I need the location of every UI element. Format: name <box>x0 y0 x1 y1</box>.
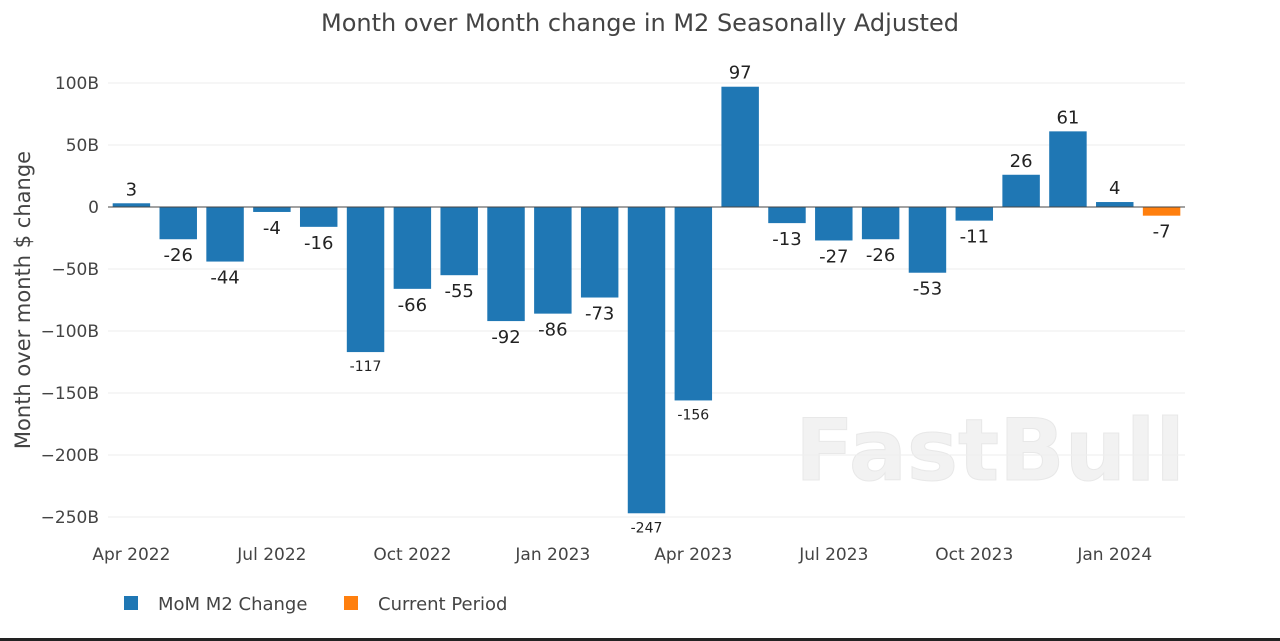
data-label: -156 <box>677 407 709 423</box>
legend-label: Current Period <box>378 594 507 615</box>
data-label: -27 <box>819 246 848 267</box>
data-label: -16 <box>304 233 333 254</box>
bar-jul-2023 <box>815 207 853 241</box>
bar-sep-2022 <box>346 207 385 353</box>
y-tick-label: 50B <box>66 136 99 156</box>
bar-may-2022 <box>159 207 197 240</box>
bar-jun-2023 <box>768 207 806 224</box>
chart-title: Month over Month change in M2 Seasonally… <box>321 9 959 37</box>
data-label: 97 <box>729 63 752 84</box>
x-tick-label: Apr 2022 <box>92 545 170 565</box>
data-label: 26 <box>1010 151 1033 172</box>
x-tick-label: Jul 2022 <box>236 545 306 565</box>
bar-feb-2024 <box>1142 207 1181 216</box>
x-tick-label: Oct 2022 <box>373 545 451 565</box>
data-label: -55 <box>444 281 473 302</box>
y-tick-label: 100B <box>55 74 99 94</box>
data-label: -66 <box>398 295 427 316</box>
data-label: -117 <box>350 359 382 375</box>
bar-apr-2022 <box>112 203 151 207</box>
y-tick-label: −250B <box>41 508 99 528</box>
y-tick-label: 0 <box>88 198 99 218</box>
x-tick-label: Jan 2023 <box>514 545 590 565</box>
bar-aug-2022 <box>299 207 338 227</box>
bar-sep-2023 <box>908 207 947 273</box>
data-label: -92 <box>491 327 520 348</box>
data-label: -26 <box>866 245 895 266</box>
bar-dec-2023 <box>1049 131 1087 207</box>
data-label: -44 <box>210 268 239 289</box>
y-tick-label: −50B <box>51 260 99 280</box>
bar-may-2023 <box>721 86 759 207</box>
bar-jan-2023 <box>534 207 572 314</box>
data-label: -26 <box>164 245 193 266</box>
data-label: 61 <box>1056 107 1079 128</box>
legend-label: MoM M2 Change <box>158 594 307 615</box>
legend-swatch <box>344 596 358 610</box>
x-tick-label: Jul 2023 <box>798 545 868 565</box>
data-label: -11 <box>960 227 989 248</box>
x-tick-label: Jan 2024 <box>1076 545 1152 565</box>
y-tick-label: −200B <box>41 446 99 466</box>
data-label: -4 <box>263 218 281 239</box>
bar-nov-2023 <box>1002 174 1040 207</box>
legend-swatch <box>124 596 138 610</box>
data-label: -7 <box>1153 222 1171 243</box>
bottom-border <box>0 638 1280 641</box>
data-label: -247 <box>631 520 663 536</box>
bar-apr-2023 <box>674 207 713 401</box>
data-label: -73 <box>585 304 614 325</box>
bar-oct-2022 <box>393 207 432 289</box>
y-tick-label: −100B <box>41 322 99 342</box>
x-tick-label: Apr 2023 <box>654 545 732 565</box>
bar-oct-2023 <box>955 207 994 221</box>
bar-nov-2022 <box>440 207 478 276</box>
data-label: -13 <box>772 229 801 250</box>
bar-dec-2022 <box>487 207 525 322</box>
y-tick-label: −150B <box>41 384 99 404</box>
bar-mar-2023 <box>627 207 666 514</box>
data-label: 4 <box>1109 178 1120 199</box>
data-label: 3 <box>126 179 137 200</box>
bar-feb-2023 <box>580 207 619 298</box>
data-label: -86 <box>538 320 567 341</box>
x-tick-label: Oct 2023 <box>935 545 1013 565</box>
data-label: -53 <box>913 279 942 300</box>
bar-jun-2022 <box>206 207 244 262</box>
bar-jan-2024 <box>1096 202 1134 207</box>
watermark-logo: FastBull <box>795 401 1185 501</box>
bar-jul-2022 <box>253 207 291 212</box>
y-axis-label: Month over month $ change <box>11 151 35 449</box>
bar-aug-2023 <box>861 207 900 240</box>
